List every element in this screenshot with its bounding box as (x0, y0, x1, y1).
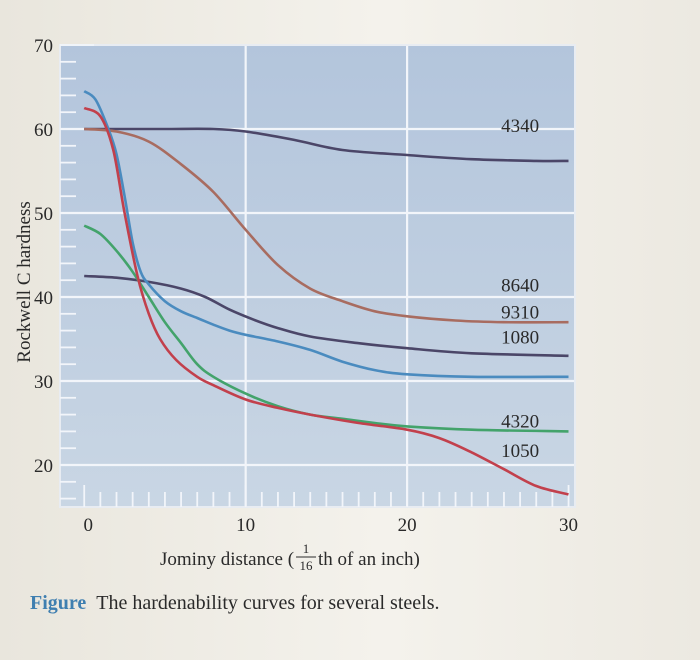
hardenability-chart: 4340 8640 9310 1080 4320 1050 20 30 40 50 60 70 0 10 2… (14, 36, 578, 573)
y-tick-label: 50 (34, 204, 53, 225)
x-axis-fraction-denominator: 16 (300, 558, 314, 573)
series-line-8640 (84, 127, 569, 324)
y-tick-label: 70 (34, 36, 53, 57)
x-tick-label: 20 (398, 515, 417, 536)
series-line-4320 (83, 224, 569, 433)
series-label-1050: 1050 (501, 441, 539, 462)
series-line-4340 (84, 127, 569, 163)
x-axis-fraction-numerator: 1 (303, 541, 310, 556)
y-tick-label: 40 (34, 288, 53, 309)
series-label-4320: 4320 (501, 411, 539, 432)
y-tick-label: 30 (34, 372, 53, 393)
series-label-1080: 1080 (501, 327, 539, 348)
y-axis-title: Rockwell C hardness (14, 201, 35, 362)
caption-text: The hardenability curves for several ste… (96, 592, 440, 614)
figure-caption: Figure The hardenability curves for sever… (30, 592, 440, 615)
x-axis-title: Jominy distance ( (160, 549, 294, 570)
series-label-8640: 8640 (501, 275, 539, 296)
x-tick-label: 0 (83, 515, 93, 536)
y-tick-label: 60 (34, 120, 53, 141)
x-axis-title-suffix: th of an inch) (318, 549, 420, 570)
series-line-1080 (83, 90, 569, 379)
series-label-4340: 4340 (501, 116, 539, 137)
series-label-9310: 9310 (501, 302, 539, 323)
series-line-1050 (83, 106, 569, 496)
y-tick-label: 20 (34, 456, 53, 477)
series-line-9310 (84, 274, 569, 358)
x-tick-label: 10 (236, 515, 255, 536)
x-tick-label: 30 (559, 515, 578, 536)
plot-frame (59, 44, 576, 508)
caption-figure-word: Figure (30, 592, 87, 614)
